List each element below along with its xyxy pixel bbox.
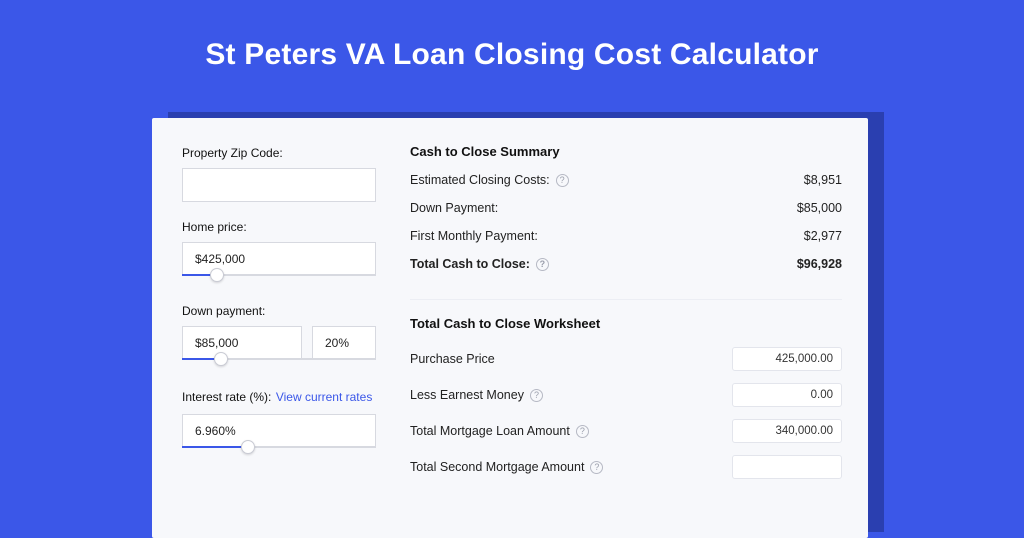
slider-fill <box>182 446 248 448</box>
zip-input[interactable] <box>182 168 376 202</box>
row-label: Down Payment: <box>410 201 498 215</box>
worksheet-section: Total Cash to Close Worksheet Purchase P… <box>410 300 842 479</box>
row-value: $85,000 <box>797 201 842 215</box>
page-title: St Peters VA Loan Closing Cost Calculato… <box>0 0 1024 96</box>
interest-rate-field-group: Interest rate (%): View current rates <box>182 388 376 458</box>
row-label: Less Earnest Money <box>410 388 524 402</box>
summary-section: Cash to Close Summary Estimated Closing … <box>410 138 842 300</box>
home-price-slider[interactable] <box>182 274 376 286</box>
view-rates-link[interactable]: View current rates <box>276 390 373 404</box>
help-icon[interactable]: ? <box>590 461 603 474</box>
help-icon[interactable]: ? <box>530 389 543 402</box>
slider-thumb[interactable] <box>214 352 228 366</box>
columns: Property Zip Code: Home price: Down paym… <box>152 118 868 538</box>
summary-row-down-payment: Down Payment: $85,000 <box>410 201 842 215</box>
summary-row-first-payment: First Monthly Payment: $2,977 <box>410 229 842 243</box>
row-value: $8,951 <box>804 173 842 187</box>
slider-thumb[interactable] <box>210 268 224 282</box>
worksheet-row-second-mortgage: Total Second Mortgage Amount ? <box>410 455 842 479</box>
row-value: $2,977 <box>804 229 842 243</box>
calculator-card: Property Zip Code: Home price: Down paym… <box>152 118 868 538</box>
row-value: $96,928 <box>797 257 842 271</box>
inputs-column: Property Zip Code: Home price: Down paym… <box>152 118 398 538</box>
down-payment-label: Down payment: <box>182 304 376 318</box>
worksheet-row-earnest-money: Less Earnest Money ? 0.00 <box>410 383 842 407</box>
worksheet-row-purchase-price: Purchase Price 425,000.00 <box>410 347 842 371</box>
interest-rate-input[interactable] <box>182 414 376 448</box>
worksheet-row-mortgage-amount: Total Mortgage Loan Amount ? 340,000.00 <box>410 419 842 443</box>
home-price-field-group: Home price: <box>182 220 376 286</box>
row-label: Purchase Price <box>410 352 495 366</box>
row-label: Estimated Closing Costs: <box>410 173 550 187</box>
interest-rate-label: Interest rate (%): <box>182 390 271 404</box>
down-payment-pct-input[interactable] <box>312 326 376 360</box>
summary-row-total: Total Cash to Close: ? $96,928 <box>410 257 842 271</box>
help-icon[interactable]: ? <box>536 258 549 271</box>
zip-label: Property Zip Code: <box>182 146 376 160</box>
down-payment-slider[interactable] <box>182 358 376 370</box>
row-label: Total Mortgage Loan Amount <box>410 424 570 438</box>
home-price-label: Home price: <box>182 220 376 234</box>
help-icon[interactable]: ? <box>556 174 569 187</box>
row-label: Total Second Mortgage Amount <box>410 460 584 474</box>
summary-row-closing-costs: Estimated Closing Costs: ? $8,951 <box>410 173 842 187</box>
row-value-box[interactable] <box>732 455 842 479</box>
down-payment-field-group: Down payment: <box>182 304 376 370</box>
interest-rate-slider[interactable] <box>182 446 376 458</box>
help-icon[interactable]: ? <box>576 425 589 438</box>
down-payment-input[interactable] <box>182 326 302 360</box>
row-label: Total Cash to Close: <box>410 257 530 271</box>
row-value-box[interactable]: 425,000.00 <box>732 347 842 371</box>
results-column: Cash to Close Summary Estimated Closing … <box>398 118 868 538</box>
row-value-box[interactable]: 340,000.00 <box>732 419 842 443</box>
worksheet-title: Total Cash to Close Worksheet <box>410 316 842 331</box>
summary-title: Cash to Close Summary <box>410 144 842 159</box>
slider-thumb[interactable] <box>241 440 255 454</box>
row-value-box[interactable]: 0.00 <box>732 383 842 407</box>
zip-field-group: Property Zip Code: <box>182 146 376 202</box>
row-label: First Monthly Payment: <box>410 229 538 243</box>
down-payment-row <box>182 326 376 360</box>
